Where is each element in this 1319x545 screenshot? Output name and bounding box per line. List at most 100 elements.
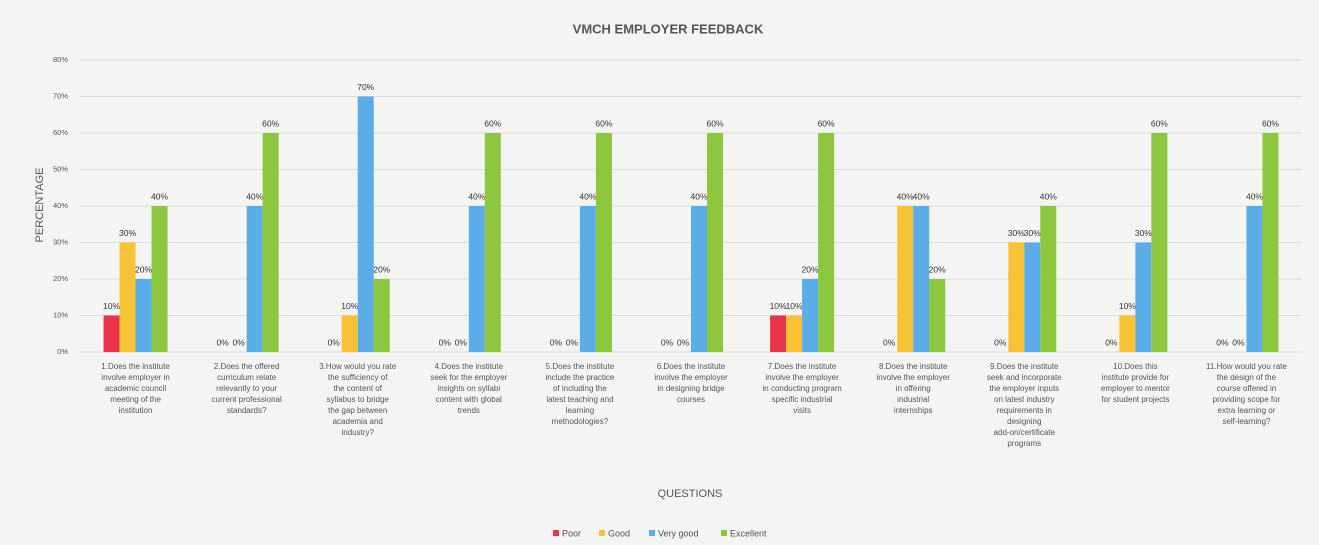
legend-swatch: [649, 530, 655, 536]
bar: [1024, 242, 1041, 352]
bar: [357, 96, 374, 352]
data-label: 70%: [357, 82, 374, 92]
bar: [262, 133, 279, 352]
data-label: 10%: [770, 301, 787, 311]
data-label: 0%: [328, 337, 341, 347]
bar: [373, 279, 390, 352]
y-tick-label: 50%: [53, 164, 68, 173]
bar: [897, 206, 914, 352]
data-label: 30%: [1008, 228, 1025, 238]
bar: [786, 315, 803, 352]
data-label: 60%: [262, 118, 279, 128]
bar: [818, 133, 835, 352]
data-label: 40%: [913, 191, 930, 201]
data-label: 0%: [661, 337, 674, 347]
x-tick-label: 6.Does the institute involve the employer…: [654, 362, 728, 404]
data-label: 0%: [1216, 337, 1229, 347]
x-tick-label: 11.How would you rate the design of the co…: [1206, 362, 1287, 426]
bar: [151, 206, 168, 352]
bar: [579, 206, 596, 352]
bar: [595, 133, 612, 352]
data-label: 0%: [677, 337, 690, 347]
x-tick-label: 1.Does the institute involve employer in a…: [101, 362, 170, 415]
chart-title: VMCH EMPLOYER FEEDBACK: [573, 21, 764, 36]
data-label: 0%: [216, 337, 229, 347]
data-label: 40%: [151, 191, 168, 201]
data-label: 60%: [1262, 118, 1279, 128]
bar: [103, 315, 120, 352]
bar: [802, 279, 819, 352]
bar: [246, 206, 263, 352]
legend-label: Very good: [658, 528, 699, 538]
bar: [468, 206, 485, 352]
bar: [484, 133, 501, 352]
y-tick-label: 30%: [53, 237, 68, 246]
data-label: 0%: [455, 337, 468, 347]
data-label: 40%: [246, 191, 263, 201]
y-tick-label: 40%: [53, 201, 68, 210]
bar: [1040, 206, 1057, 352]
x-tick-label: 9.Does the institute seek and incorporate…: [987, 362, 1062, 448]
x-tick-label: 7.Does the institute involve the employer…: [763, 362, 842, 415]
bar: [341, 315, 358, 352]
data-label: 10%: [103, 301, 120, 311]
y-tick-label: 0%: [57, 347, 68, 356]
data-label: 40%: [1246, 191, 1263, 201]
y-tick-label: 60%: [53, 128, 68, 137]
bar: [770, 315, 787, 352]
data-label: 60%: [484, 118, 501, 128]
data-label: 0%: [1105, 337, 1118, 347]
bar: [913, 206, 930, 352]
y-axis-title: PERCENTAGE: [34, 168, 46, 243]
bar: [1135, 242, 1152, 352]
x-axis-title: QUESTIONS: [658, 488, 723, 500]
x-tick-label: 3.How would you rate the sufficiency of th…: [319, 362, 396, 437]
data-label: 20%: [929, 264, 946, 274]
bar: [119, 242, 136, 352]
legend-label: Good: [608, 528, 630, 538]
data-label: 40%: [897, 191, 914, 201]
data-label: 40%: [690, 191, 707, 201]
legend-swatch: [599, 530, 605, 536]
data-label: 0%: [994, 337, 1007, 347]
bar: [707, 133, 723, 352]
data-label: 0%: [566, 337, 579, 347]
bar: [1119, 315, 1136, 352]
bar: [1246, 206, 1263, 352]
data-label: 0%: [439, 337, 452, 347]
data-label: 0%: [1232, 337, 1245, 347]
data-label: 30%: [119, 228, 136, 238]
data-label: 40%: [468, 191, 485, 201]
data-label: 0%: [883, 337, 896, 347]
y-tick-label: 10%: [53, 310, 68, 319]
bar: [929, 279, 946, 352]
legend-label: Excellent: [730, 528, 767, 538]
bar: [691, 206, 707, 352]
data-label: 60%: [818, 118, 835, 128]
legend-label: Poor: [562, 528, 581, 538]
data-label: 10%: [786, 301, 803, 311]
x-tick-label: 2.Does the offered curriculum relate relev…: [212, 362, 282, 415]
data-label: 60%: [1151, 118, 1168, 128]
y-tick-label: 80%: [53, 55, 68, 64]
data-label: 40%: [1040, 191, 1057, 201]
y-tick-label: 70%: [53, 91, 68, 100]
data-label: 30%: [1135, 228, 1152, 238]
legend-swatch: [553, 530, 559, 536]
data-label: 60%: [706, 118, 723, 128]
data-label: 20%: [135, 264, 152, 274]
bar: [1262, 133, 1279, 352]
data-label: 30%: [1024, 228, 1041, 238]
bar: [135, 279, 152, 352]
data-label: 20%: [373, 264, 390, 274]
data-label: 0%: [232, 337, 245, 347]
data-label: 60%: [595, 118, 612, 128]
bar: [1008, 242, 1025, 352]
data-label: 10%: [341, 301, 358, 311]
x-tick-label: 5.Does the institute include the practice…: [545, 362, 614, 426]
x-tick-label: 8.Does the institute involve the employer…: [876, 362, 950, 415]
data-label: 10%: [1119, 301, 1136, 311]
y-tick-label: 20%: [53, 274, 68, 283]
x-tick-label: 10.Does this institute provide for employe…: [1101, 362, 1170, 404]
